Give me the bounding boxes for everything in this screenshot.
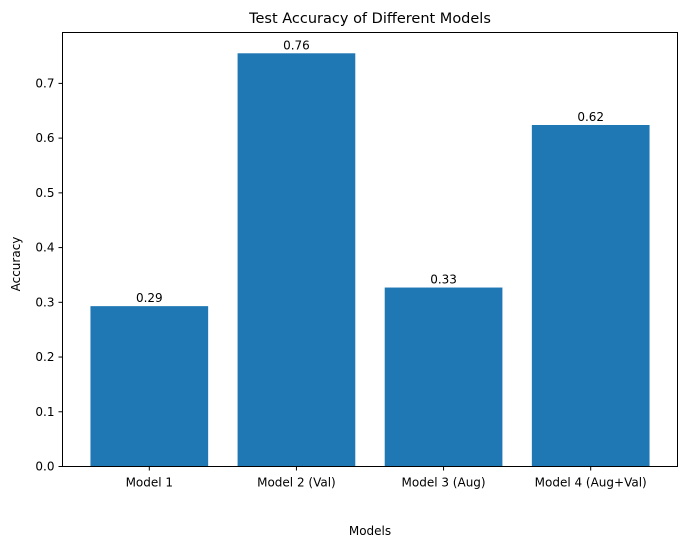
bar-2 bbox=[237, 53, 356, 467]
y-tick-label-2: 0.2 bbox=[35, 350, 54, 364]
bar-1 bbox=[90, 306, 209, 467]
y-tick-label-6: 0.6 bbox=[35, 131, 54, 145]
y-tick-label-1: 0.1 bbox=[35, 405, 54, 419]
x-axis-label: Models bbox=[349, 524, 391, 538]
plot-frame bbox=[62, 32, 678, 467]
bar-3 bbox=[384, 287, 503, 467]
x-tick-label-3: Model 3 (Aug) bbox=[402, 476, 486, 490]
bar-value-label-3: 0.33 bbox=[430, 273, 457, 287]
y-tick-label-4: 0.4 bbox=[35, 241, 54, 255]
x-ticks-layer: Model 1 Model 2 (Val) Model 3 (Aug) Model 4… bbox=[126, 466, 647, 490]
x-tick-label-4: Model 4 (Aug+Val) bbox=[535, 476, 647, 490]
y-tick-label-0: 0.0 bbox=[35, 460, 54, 474]
y-ticks-layer: 0.0 0.1 0.2 0.3 0.4 0.5 0.6 0.7 bbox=[35, 76, 63, 474]
bar-value-label-2: 0.76 bbox=[283, 38, 310, 52]
y-tick-label-3: 0.3 bbox=[35, 295, 54, 309]
y-tick-label-5: 0.5 bbox=[35, 186, 54, 200]
data-labels-layer: 0.29 0.76 0.33 0.62 bbox=[136, 38, 604, 305]
y-axis-label: Accuracy bbox=[9, 237, 23, 292]
y-tick-label-7: 0.7 bbox=[35, 76, 54, 90]
chart-title: Test Accuracy of Different Models bbox=[248, 11, 491, 27]
x-tick-label-1: Model 1 bbox=[126, 476, 173, 490]
x-tick-label-2: Model 2 (Val) bbox=[257, 476, 336, 490]
bars-layer bbox=[90, 53, 650, 467]
bar-value-label-4: 0.62 bbox=[577, 110, 604, 124]
bar-4 bbox=[531, 124, 650, 467]
bar-value-label-1: 0.29 bbox=[136, 291, 163, 305]
